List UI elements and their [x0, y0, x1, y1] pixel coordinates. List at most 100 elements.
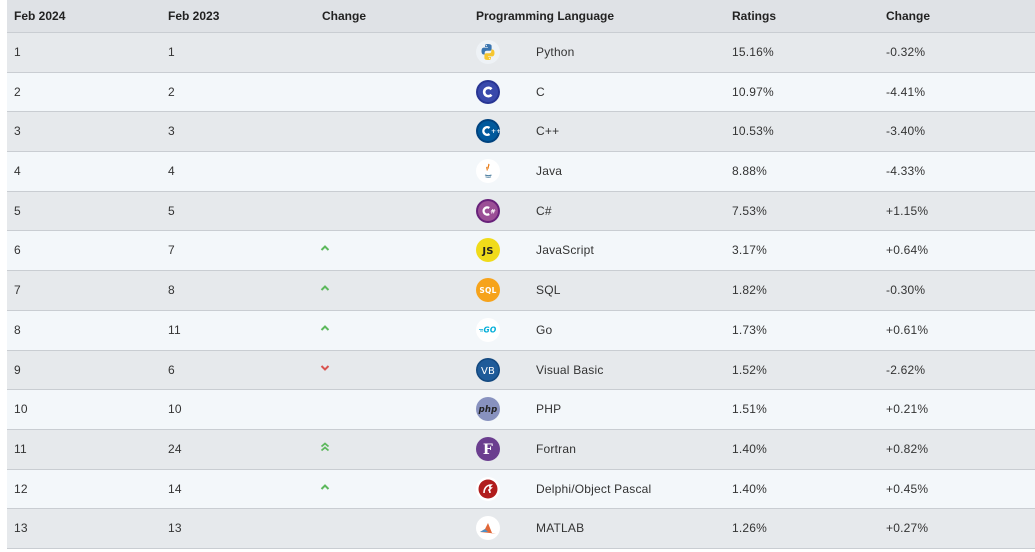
- up-arrow-icon: [320, 470, 334, 509]
- svg-text:F: F: [483, 442, 493, 458]
- tiobe-index-table: Feb 2024 Feb 2023 Change Programming Lan…: [7, 0, 1035, 549]
- table-row: 13 13 MATLAB 1.26% +0.27%: [7, 509, 1035, 549]
- rating-value: 15.16%: [732, 45, 774, 59]
- svg-text:GO: GO: [484, 325, 497, 334]
- language-name: Visual Basic: [536, 362, 604, 377]
- change-value: +0.64%: [886, 243, 929, 258]
- language-name: C: [536, 84, 545, 99]
- rating-value: 10.97%: [732, 84, 774, 99]
- cpp-icon: ++: [476, 119, 500, 144]
- language-name: Fortran: [536, 441, 577, 456]
- language-name: Go: [536, 322, 553, 337]
- language-name: SQL: [536, 283, 561, 298]
- change-value: +0.82%: [886, 441, 929, 456]
- svg-text:JS: JS: [481, 246, 493, 257]
- header-change-arrow[interactable]: Change: [322, 9, 367, 23]
- rating-value: 1.26%: [732, 521, 768, 536]
- rank-feb-2024: 1: [14, 45, 21, 59]
- rank-feb-2023: 2: [168, 84, 175, 99]
- change-value: +0.45%: [886, 481, 929, 496]
- rank-feb-2024: 12: [14, 481, 28, 496]
- rank-feb-2023: 24: [168, 441, 182, 456]
- rank-feb-2024: 7: [14, 283, 21, 298]
- rating-value: 1.52%: [732, 362, 768, 377]
- language-name: Java: [536, 164, 563, 179]
- rating-value: 10.53%: [732, 124, 774, 139]
- php-icon: php: [476, 397, 500, 422]
- sql-icon: SQL: [476, 278, 500, 303]
- table-row: 1 1 Python 15.16% -0.32%: [7, 33, 1035, 73]
- rank-feb-2023: 5: [168, 203, 175, 218]
- rating-value: 1.40%: [732, 481, 768, 496]
- rating-value: 3.17%: [732, 243, 768, 258]
- language-name: PHP: [536, 402, 562, 417]
- svg-text:#: #: [490, 207, 496, 215]
- table-header: Feb 2024 Feb 2023 Change Programming Lan…: [7, 0, 1035, 33]
- no-change-indicator: [320, 33, 334, 72]
- table-row: 9 6 VB Visual Basic 1.52% -2.62%: [7, 350, 1035, 391]
- no-change-indicator: [320, 192, 334, 231]
- csharp-icon: #: [476, 198, 500, 223]
- up-arrow-icon: [320, 311, 334, 350]
- java-icon: [476, 159, 500, 184]
- rank-feb-2023: 3: [168, 124, 175, 139]
- svg-text:SQL: SQL: [479, 286, 496, 295]
- table-row: 2 2 C 10.97% -4.41%: [7, 72, 1035, 113]
- rank-feb-2024: 9: [14, 362, 21, 377]
- python-icon: [476, 40, 500, 64]
- rating-value: 1.40%: [732, 441, 768, 456]
- c-icon: [476, 79, 500, 104]
- rank-feb-2024: 4: [14, 164, 21, 179]
- header-feb-2023[interactable]: Feb 2023: [168, 9, 220, 23]
- no-change-indicator: [320, 509, 334, 548]
- header-feb-2024[interactable]: Feb 2024: [14, 9, 66, 23]
- table-row: 8 11 GO Go 1.73% +0.61%: [7, 310, 1035, 351]
- rating-value: 1.82%: [732, 283, 768, 298]
- change-value: +0.27%: [886, 521, 929, 536]
- change-value: -4.41%: [886, 84, 926, 99]
- rank-feb-2023: 10: [168, 402, 182, 417]
- rank-feb-2024: 6: [14, 243, 21, 258]
- rating-value: 1.73%: [732, 322, 768, 337]
- table-row: 6 7 JS JavaScript 3.17% +0.64%: [7, 231, 1035, 272]
- language-name: C++: [536, 124, 560, 139]
- change-value: -3.40%: [886, 124, 926, 139]
- table-row: 11 24 F Fortran 1.40% +0.82%: [7, 429, 1035, 470]
- language-name: Delphi/Object Pascal: [536, 481, 652, 496]
- up-arrow-icon: [320, 271, 334, 310]
- rank-feb-2023: 8: [168, 283, 175, 298]
- rank-feb-2024: 3: [14, 124, 21, 139]
- javascript-icon: JS: [476, 238, 500, 263]
- no-change-indicator: [320, 152, 334, 191]
- change-value: -2.62%: [886, 362, 926, 377]
- double-up-arrow-icon: [320, 430, 334, 469]
- table-row: 4 4 Java 8.88% -4.33%: [7, 152, 1035, 192]
- rank-feb-2024: 2: [14, 84, 21, 99]
- language-name: MATLAB: [536, 521, 585, 536]
- change-value: -0.32%: [886, 45, 926, 59]
- change-value: +0.61%: [886, 322, 929, 337]
- up-arrow-icon: [320, 231, 334, 270]
- language-name: C#: [536, 203, 552, 218]
- rank-feb-2024: 11: [14, 441, 27, 456]
- svg-text:++: ++: [491, 128, 500, 135]
- header-change[interactable]: Change: [886, 9, 931, 23]
- rank-feb-2024: 8: [14, 322, 21, 337]
- language-name: JavaScript: [536, 243, 595, 258]
- rating-value: 1.51%: [732, 402, 768, 417]
- header-ratings[interactable]: Ratings: [732, 9, 777, 23]
- table-row: 12 14 Delphi/Object Pascal 1.40% +0.45%: [7, 469, 1035, 510]
- no-change-indicator: [320, 390, 334, 429]
- rank-feb-2024: 5: [14, 203, 21, 218]
- table-row: 5 5 # C# 7.53% +1.15%: [7, 191, 1035, 232]
- rank-feb-2023: 1: [168, 45, 175, 59]
- matlab-icon: [476, 516, 500, 541]
- rank-feb-2023: 4: [168, 164, 175, 179]
- rank-feb-2024: 10: [14, 402, 28, 417]
- change-value: -0.30%: [886, 283, 926, 298]
- change-value: +0.21%: [886, 402, 929, 417]
- rank-feb-2023: 14: [168, 481, 182, 496]
- header-programming-language[interactable]: Programming Language: [476, 9, 615, 23]
- rank-feb-2023: 11: [168, 322, 181, 337]
- rank-feb-2024: 13: [14, 521, 28, 536]
